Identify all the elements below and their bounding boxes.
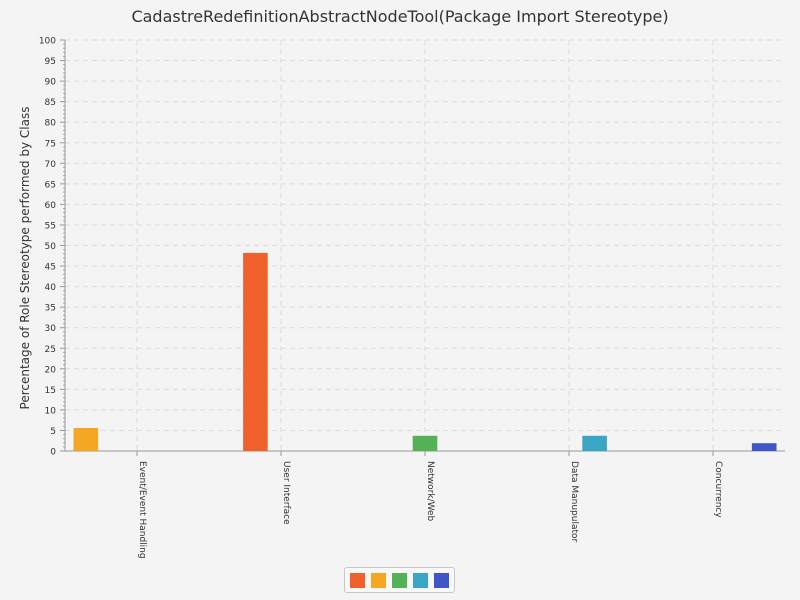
bar [243, 252, 268, 451]
y-tick-label: 90 [45, 78, 57, 88]
y-tick-label: 50 [45, 242, 57, 252]
axes [60, 39, 785, 456]
y-tick-label: 100 [39, 37, 56, 47]
bars [73, 252, 777, 451]
legend-swatch [413, 572, 428, 588]
legend [344, 567, 455, 593]
legend-swatch [392, 572, 407, 588]
y-tick-label: 40 [45, 283, 57, 293]
legend-swatch [371, 572, 386, 588]
y-tick-label: 35 [45, 304, 56, 314]
y-tick-label: 30 [45, 324, 57, 334]
x-tick-label: Network/Web [425, 461, 435, 522]
y-tick-label: 55 [45, 221, 56, 231]
legend-swatch [434, 572, 449, 588]
x-tick-label: User Interface [281, 461, 291, 525]
y-tick-label: 80 [45, 119, 57, 129]
y-tick-label: 95 [45, 57, 56, 67]
bar [751, 443, 777, 451]
grid-lines [65, 39, 785, 451]
y-tick-label: 70 [45, 160, 57, 170]
bar [73, 427, 99, 451]
y-tick-label: 25 [45, 345, 56, 355]
tick-labels: 0 5 10 15 20 25 30 35 40 45 50 55 60 65 70 75 80 85 90 95 10… [39, 37, 723, 559]
x-tick-label: Data Manupulator [569, 461, 579, 543]
y-tick-label: 20 [45, 365, 57, 375]
y-tick-label: 60 [45, 201, 57, 211]
x-tick-label: Event/Event Handling [137, 461, 147, 559]
x-tick-label: Concurrency [713, 461, 723, 518]
bar [412, 435, 438, 451]
chart-title: CadastreRedefinitionAbstractNodeTool(Pac… [131, 7, 669, 26]
y-tick-label: 65 [45, 180, 56, 190]
y-tick-label: 10 [45, 406, 57, 416]
y-tick-label: 75 [45, 139, 56, 149]
y-tick-label: 5 [50, 427, 56, 437]
y-tick-label: 0 [50, 448, 56, 458]
legend-swatch [350, 572, 365, 588]
y-tick-label: 85 [45, 98, 56, 108]
y-tick-label: 15 [45, 386, 56, 396]
bar [582, 435, 607, 451]
y-tick-label: 45 [45, 263, 56, 273]
